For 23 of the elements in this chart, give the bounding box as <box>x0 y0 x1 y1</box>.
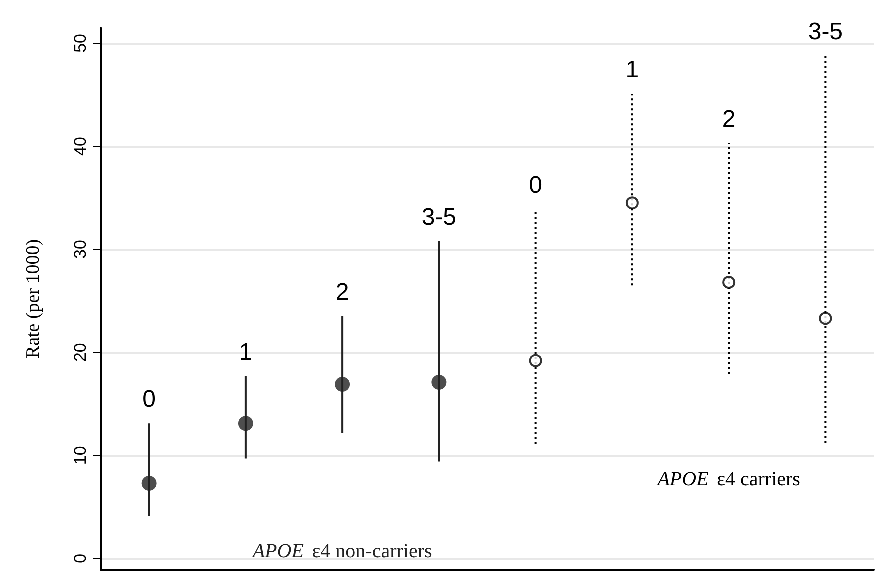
point <box>626 196 639 210</box>
point <box>819 312 832 326</box>
x-tick-label: 2 <box>336 279 350 306</box>
text: APOE ε4 carriers <box>656 468 801 490</box>
y-tick-label: 10 <box>71 446 90 466</box>
y-tick-label: 30 <box>71 240 90 259</box>
x-tick-label: 3-5 <box>808 18 844 46</box>
x-tick-label: 2 <box>722 106 736 133</box>
x-tick-label: 3-5 <box>422 204 457 231</box>
point <box>335 377 350 392</box>
x-tick-label: 1 <box>626 56 640 84</box>
point <box>142 476 157 491</box>
point <box>529 354 542 368</box>
point <box>722 276 736 290</box>
point <box>238 416 254 432</box>
x-tick-label: 1 <box>239 338 253 366</box>
text: APOE ε4 non-carriers <box>250 540 432 562</box>
y-tick-label: 20 <box>71 343 90 362</box>
y-axis-title: Rate (per 1000) <box>23 239 44 359</box>
y-tick-label: 40 <box>71 137 90 156</box>
point <box>432 374 447 390</box>
y-tick-label: 0 <box>71 554 90 564</box>
y-tick-label: 50 <box>71 34 90 53</box>
